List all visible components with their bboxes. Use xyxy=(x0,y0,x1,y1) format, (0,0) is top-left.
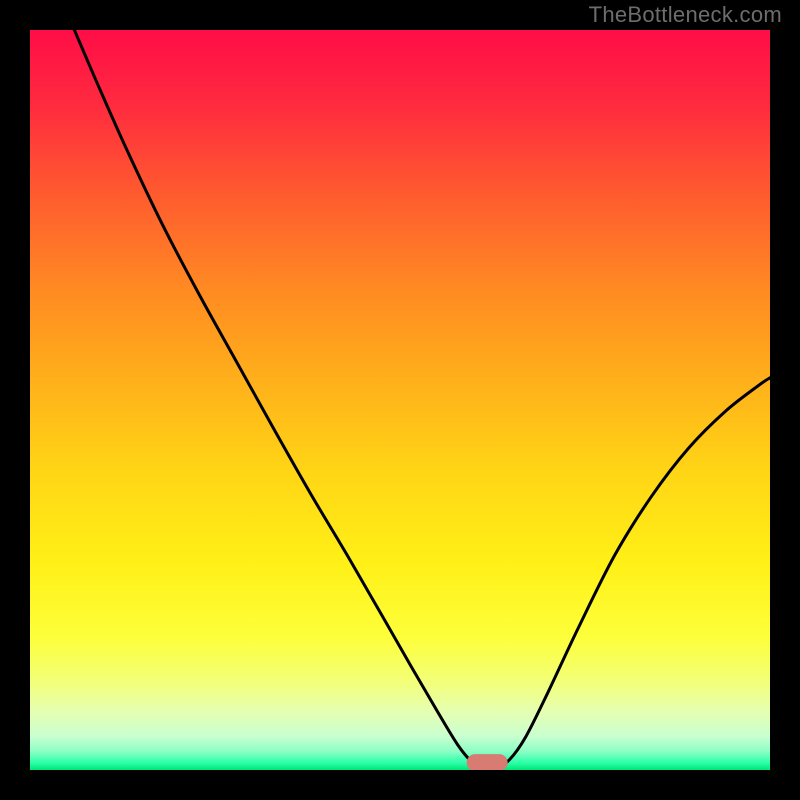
optimal-point-marker xyxy=(467,754,508,770)
watermark-text: TheBottleneck.com xyxy=(589,2,782,28)
chart-frame: TheBottleneck.com xyxy=(0,0,800,800)
plot-area xyxy=(30,30,770,770)
bottleneck-curve xyxy=(30,30,770,770)
